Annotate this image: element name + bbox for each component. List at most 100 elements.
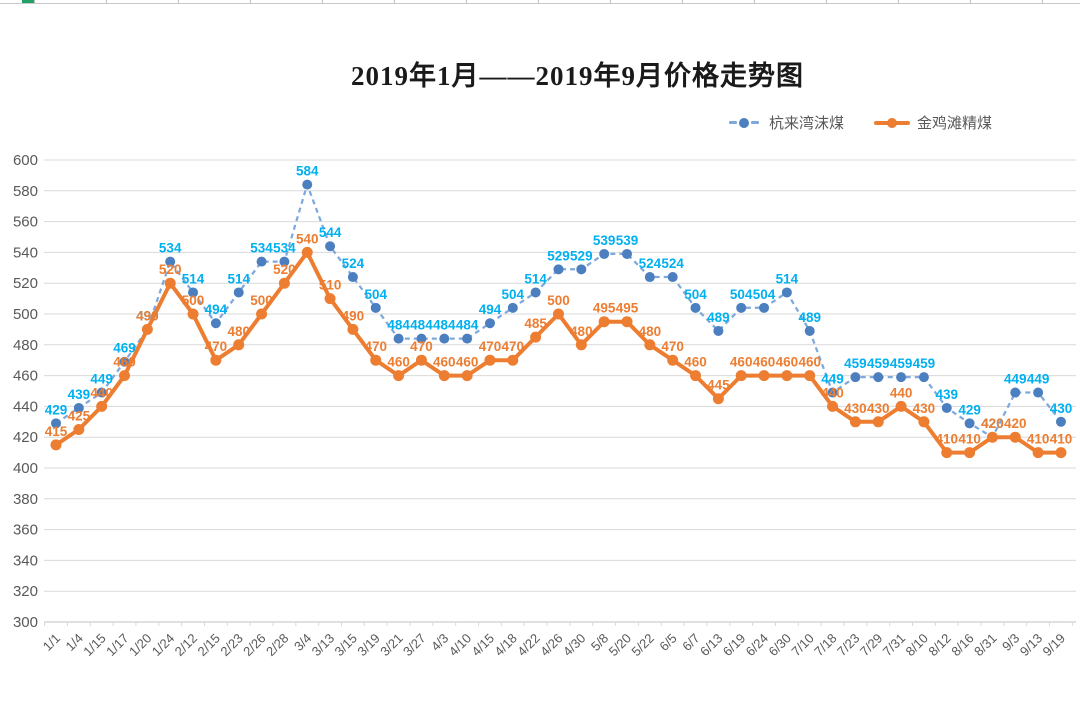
price-trend-chart[interactable]: 2019年1月——2019年9月价格走势图 杭来湾沫煤 金鸡滩精煤 300 320… bbox=[0, 4, 1080, 702]
data-point bbox=[1032, 447, 1044, 459]
svg-text:460: 460 bbox=[13, 368, 38, 385]
data-point bbox=[530, 287, 541, 298]
data-point bbox=[827, 387, 838, 398]
svg-text:539: 539 bbox=[593, 233, 616, 248]
svg-text:460: 460 bbox=[387, 355, 410, 370]
svg-text:544: 544 bbox=[319, 225, 342, 240]
data-point bbox=[804, 370, 816, 382]
svg-text:1/15: 1/15 bbox=[80, 631, 109, 660]
data-point bbox=[941, 447, 953, 459]
data-point bbox=[804, 325, 815, 336]
data-point bbox=[165, 256, 176, 267]
data-point bbox=[278, 277, 290, 289]
legend-item-jinjitan[interactable]: 金鸡滩精煤 bbox=[873, 112, 992, 133]
x-axis-ticks bbox=[44, 622, 1073, 626]
data-point bbox=[73, 424, 85, 435]
data-point bbox=[233, 287, 244, 298]
svg-text:500: 500 bbox=[13, 306, 38, 323]
data-point bbox=[187, 308, 199, 320]
svg-text:470: 470 bbox=[479, 339, 502, 354]
svg-text:449: 449 bbox=[90, 372, 113, 387]
chart-legend[interactable]: 杭来湾沫煤 金鸡滩精煤 bbox=[726, 112, 992, 133]
svg-text:440: 440 bbox=[90, 385, 113, 400]
data-point bbox=[119, 356, 130, 367]
data-point bbox=[552, 308, 564, 320]
svg-text:495: 495 bbox=[593, 301, 616, 316]
data-point bbox=[964, 418, 975, 429]
svg-text:1/17: 1/17 bbox=[103, 631, 132, 660]
svg-text:440: 440 bbox=[821, 385, 844, 400]
svg-text:380: 380 bbox=[13, 491, 38, 508]
data-point bbox=[1033, 387, 1044, 398]
data-point bbox=[461, 370, 473, 382]
legend-label: 金鸡滩精煤 bbox=[916, 115, 992, 132]
data-point bbox=[1010, 387, 1021, 398]
data-point bbox=[599, 248, 610, 259]
svg-text:400: 400 bbox=[13, 460, 38, 477]
data-point bbox=[895, 400, 907, 412]
data-labels-金鸡滩精煤: 4154254404604905205004704805005205405104… bbox=[45, 231, 1072, 446]
svg-text:420: 420 bbox=[981, 416, 1004, 431]
svg-text:524: 524 bbox=[639, 256, 662, 271]
data-point bbox=[872, 416, 884, 428]
svg-text:4/22: 4/22 bbox=[514, 631, 543, 660]
svg-text:460: 460 bbox=[113, 355, 136, 370]
data-point bbox=[439, 333, 450, 344]
svg-text:504: 504 bbox=[730, 287, 753, 302]
svg-text:415: 415 bbox=[45, 424, 68, 439]
svg-text:2/15: 2/15 bbox=[194, 631, 223, 660]
data-point bbox=[507, 302, 518, 313]
legend-item-hanglaiwan[interactable]: 杭来湾沫煤 bbox=[726, 112, 844, 133]
svg-text:6/30: 6/30 bbox=[765, 631, 794, 660]
series-杭来湾沫煤[interactable] bbox=[51, 179, 1066, 443]
data-point bbox=[530, 331, 542, 343]
svg-text:490: 490 bbox=[342, 308, 365, 323]
svg-text:410: 410 bbox=[1050, 432, 1073, 447]
svg-text:7/29: 7/29 bbox=[857, 631, 886, 660]
chart-title[interactable]: 2019年1月——2019年9月价格走势图 bbox=[351, 61, 804, 91]
svg-text:430: 430 bbox=[913, 401, 936, 416]
svg-text:4/18: 4/18 bbox=[491, 631, 520, 660]
svg-text:460: 460 bbox=[753, 355, 776, 370]
data-point bbox=[713, 325, 724, 336]
data-point bbox=[781, 287, 792, 298]
data-point bbox=[51, 418, 61, 429]
svg-text:504: 504 bbox=[364, 287, 387, 302]
svg-text:484: 484 bbox=[387, 318, 410, 333]
series-金鸡滩精煤[interactable] bbox=[50, 246, 1067, 459]
data-point bbox=[73, 402, 84, 413]
data-point bbox=[119, 370, 131, 382]
svg-text:430: 430 bbox=[844, 401, 867, 416]
svg-text:445: 445 bbox=[707, 378, 730, 393]
data-point bbox=[141, 323, 153, 335]
data-point bbox=[622, 248, 632, 259]
data-point bbox=[50, 439, 62, 451]
svg-text:534: 534 bbox=[273, 241, 296, 256]
selected-column-indicator bbox=[22, 0, 34, 3]
svg-text:7/10: 7/10 bbox=[788, 631, 817, 660]
data-point bbox=[96, 400, 108, 412]
data-point bbox=[690, 370, 702, 382]
svg-text:484: 484 bbox=[410, 318, 433, 333]
data-point bbox=[918, 416, 930, 428]
svg-text:480: 480 bbox=[639, 324, 662, 339]
svg-text:460: 460 bbox=[433, 355, 456, 370]
svg-text:560: 560 bbox=[13, 214, 38, 231]
svg-text:420: 420 bbox=[13, 429, 38, 446]
dashed-line-marker-icon bbox=[726, 117, 762, 128]
data-point bbox=[393, 370, 405, 382]
data-point bbox=[416, 333, 427, 344]
svg-text:529: 529 bbox=[547, 248, 570, 263]
svg-text:494: 494 bbox=[479, 302, 502, 317]
svg-text:470: 470 bbox=[364, 339, 387, 354]
y-axis-labels: 300 320 340 360 380 400 420 440 460 480 500 520 540 5… bbox=[13, 152, 38, 631]
svg-text:484: 484 bbox=[456, 318, 479, 333]
svg-text:480: 480 bbox=[227, 324, 250, 339]
data-point bbox=[918, 372, 929, 383]
data-point bbox=[301, 246, 313, 258]
data-point bbox=[758, 370, 770, 382]
plot-area[interactable]: 3003203403603804004204404604805005205405… bbox=[0, 4, 1080, 702]
svg-text:9/13: 9/13 bbox=[1017, 631, 1046, 660]
data-point bbox=[667, 272, 678, 283]
data-point bbox=[667, 354, 679, 366]
